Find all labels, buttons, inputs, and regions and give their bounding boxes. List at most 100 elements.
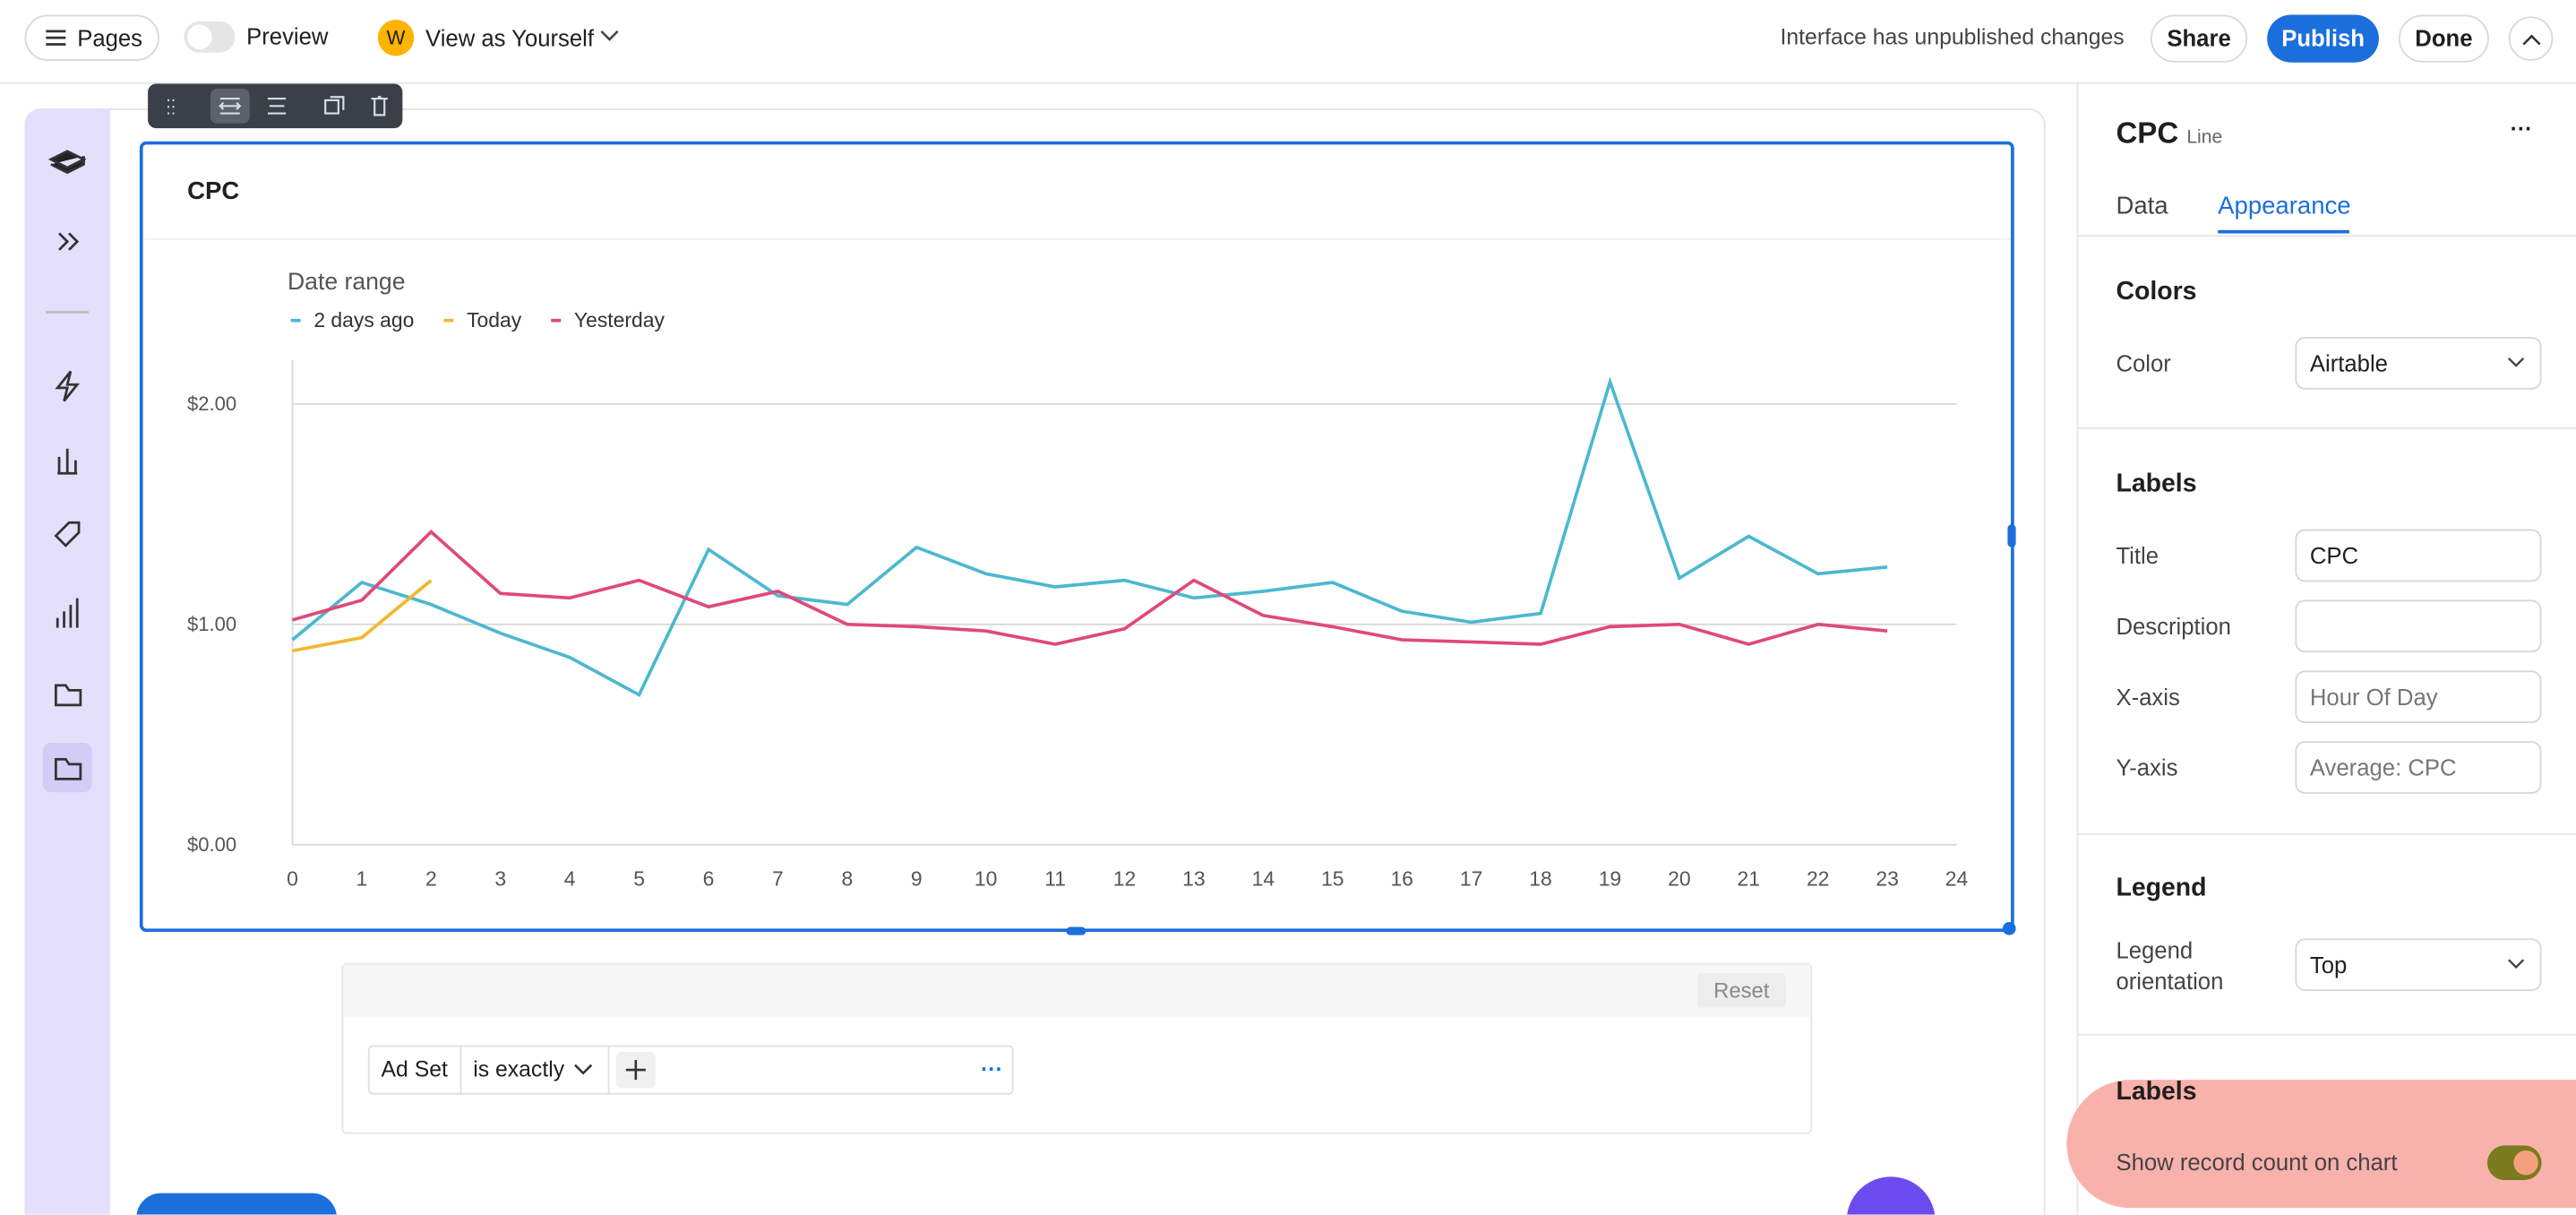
x-tick-label: 20	[1668, 867, 1690, 891]
x-tick-label: 23	[1876, 867, 1898, 891]
view-as[interactable]: View as Yourself	[425, 24, 595, 51]
more-button[interactable]: ···	[981, 1056, 1003, 1081]
x-tick-label: 7	[772, 867, 784, 891]
legend-label: 2 days ago	[313, 308, 414, 332]
x-tick-label: 10	[975, 867, 997, 891]
x-tick-label: 5	[633, 867, 645, 891]
y-axis-input[interactable]	[2295, 741, 2542, 794]
filter-field[interactable]: Ad Set	[381, 1056, 448, 1081]
y-tick-label: $0.00	[187, 833, 236, 856]
field-label: Y-axis	[2116, 754, 2178, 781]
legend-label: Yesterday	[574, 308, 665, 332]
x-tick-label: 19	[1599, 867, 1621, 891]
share-button[interactable]: Share	[2150, 14, 2248, 63]
status: Interface has unpublished changes	[1780, 24, 2125, 50]
chart: Date range 2 days ago Today Yesterday $0.00 $…	[187, 268, 1969, 891]
tab-active[interactable]: Appearance	[2218, 192, 2351, 220]
field-label: Legend orientation	[2116, 936, 2224, 995]
x-tick-label: 0	[287, 867, 298, 891]
x-axis-input[interactable]	[2295, 670, 2542, 724]
divider	[2078, 427, 2576, 429]
filter-header	[343, 964, 1811, 1018]
x-tick-label: 18	[1529, 867, 1551, 891]
orientation-select[interactable]	[2295, 938, 2542, 992]
title-value: CPC	[2309, 542, 2359, 569]
field-label: X-axis	[2116, 684, 2180, 711]
filter-operator[interactable]: is exactly	[473, 1056, 565, 1081]
x-tick-label: 14	[1252, 867, 1275, 891]
section-heading: Labels	[2116, 470, 2197, 498]
field-label: Show record count on chart	[2116, 1149, 2398, 1176]
x-tick-label: 4	[564, 867, 576, 891]
resize-handle[interactable]	[1066, 926, 1086, 935]
section-heading: Legend	[2116, 874, 2207, 902]
y-tick-label: $2.00	[187, 392, 236, 415]
legend-title: Date range	[288, 268, 406, 295]
publish-button[interactable]: Publish	[2267, 14, 2379, 63]
legend-label: Today	[467, 308, 522, 332]
x-tick-label: 17	[1460, 867, 1482, 891]
section-heading: Labels	[2116, 1078, 2197, 1107]
divider	[2078, 235, 2576, 237]
x-tick-label: 3	[494, 867, 506, 891]
preview-label: Preview	[246, 22, 329, 50]
x-tick-label: 9	[911, 867, 923, 891]
x-tick-label: 12	[1113, 867, 1136, 891]
orientation-value: Top	[2309, 952, 2348, 978]
tab-underline	[2218, 229, 2349, 234]
divider	[2078, 1033, 2576, 1036]
filter-row	[367, 1045, 1014, 1095]
chevron	[574, 1064, 593, 1075]
field-label: Description	[2116, 613, 2231, 640]
panel-title: CPC	[2116, 116, 2179, 150]
filter-box	[341, 962, 1813, 1134]
add-condition[interactable]	[615, 1051, 656, 1089]
pages-label: Pages	[77, 24, 143, 51]
add-element-button[interactable]	[136, 1193, 338, 1215]
color-select[interactable]	[2295, 337, 2542, 390]
record-count-toggle[interactable]	[2486, 1145, 2542, 1180]
y-tick-label: $1.00	[187, 613, 236, 635]
panel-menu[interactable]: ···	[2510, 116, 2533, 142]
divider	[2078, 832, 2576, 835]
done-button[interactable]: Done	[2398, 14, 2489, 63]
placeholder: Average: CPC	[2309, 754, 2457, 781]
reset-button[interactable]: Reset	[1696, 972, 1786, 1008]
x-tick-label: 6	[703, 867, 715, 891]
x-tick-label: 22	[1807, 867, 1829, 891]
divider	[0, 82, 2576, 84]
section-heading: Colors	[2116, 277, 2197, 306]
series-line	[291, 530, 1888, 646]
panel-subtitle: Line	[2186, 128, 2223, 149]
collapse-button[interactable]	[2508, 16, 2554, 61]
x-tick-label: 13	[1182, 867, 1205, 891]
x-tick-label: 1	[356, 867, 368, 891]
chart-title: CPC	[187, 177, 240, 206]
title-input[interactable]	[2295, 529, 2542, 582]
series-line	[292, 579, 433, 653]
resize-handle[interactable]	[2007, 524, 2016, 547]
avatar: W	[377, 20, 415, 56]
x-tick-label: 2	[425, 867, 437, 891]
field-label: Color	[2116, 349, 2171, 377]
x-tick-label: 11	[1044, 867, 1066, 891]
app-sidebar	[24, 108, 110, 1215]
series-line	[291, 376, 1888, 698]
field-label: Title	[2116, 542, 2160, 569]
x-tick-label: 24	[1945, 867, 1969, 891]
description-input[interactable]	[2295, 599, 2542, 653]
x-tick-label: 15	[1321, 867, 1344, 891]
divider	[2076, 83, 2079, 1215]
x-tick-label: 16	[1390, 867, 1413, 891]
sidebar-icons	[42, 150, 92, 793]
menu-icon	[46, 30, 66, 46]
preview-toggle[interactable]	[184, 21, 236, 53]
highlight	[2066, 1080, 2576, 1209]
tab[interactable]: Data	[2116, 192, 2168, 220]
color-value: Airtable	[2309, 349, 2388, 377]
resize-handle[interactable]	[2002, 921, 2016, 935]
x-tick-label: 8	[841, 867, 853, 891]
element-toolbar	[148, 83, 403, 129]
